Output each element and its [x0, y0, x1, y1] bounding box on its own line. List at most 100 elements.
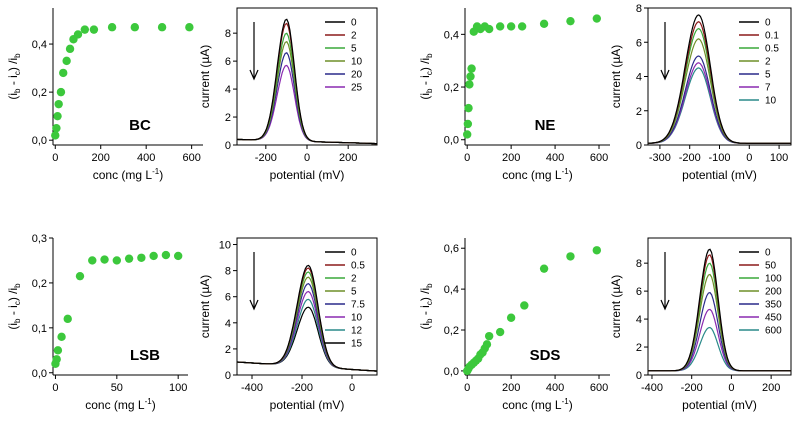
series-line — [647, 14, 791, 144]
y-axis-label: current (µA) — [198, 45, 212, 109]
y-tick-label: 2 — [636, 106, 642, 118]
data-point — [56, 87, 66, 97]
x-axis-label: conc (mg L-1) — [502, 167, 572, 182]
data-point — [54, 99, 63, 109]
condition-label: NE — [535, 117, 556, 134]
x-tick-label: 0 — [304, 152, 310, 164]
series-line — [236, 264, 378, 372]
y-tick-label: 0,4 — [444, 29, 459, 41]
y-tick-label: 0,1 — [32, 323, 47, 335]
y-tick-label: 0,2 — [32, 87, 47, 99]
plot-frame — [647, 237, 792, 376]
x-tick-label: 200 — [502, 152, 520, 164]
data-point — [130, 23, 140, 32]
x-tick-label: 600 — [590, 382, 608, 394]
x-tick-label: -400 — [641, 382, 663, 394]
y-tick-label: 6 — [636, 37, 642, 49]
legend-label: 7 — [765, 83, 771, 94]
data-point — [75, 271, 85, 281]
data-point — [57, 332, 66, 342]
x-tick-label: 200 — [92, 152, 110, 164]
legend-label: 2 — [351, 274, 357, 285]
decrease-arrow-head — [249, 69, 259, 81]
condition-label: SDS — [530, 347, 561, 364]
y-tick-label: 0 — [225, 140, 231, 152]
x-tick-label: 0 — [52, 382, 58, 394]
legend-label: 25 — [351, 83, 363, 94]
x-tick-label: 50 — [111, 382, 123, 394]
x-axis-label: potential (mV) — [270, 168, 345, 182]
x-tick-label: 0 — [349, 382, 355, 394]
legend-label: 100 — [765, 274, 782, 285]
y-tick-label: 6 — [225, 292, 231, 304]
y-axis-label: (ib - ic) /ib — [418, 53, 434, 100]
y-tick-label: 8 — [636, 3, 642, 15]
x-tick-label: -200 — [679, 152, 701, 164]
x-axis-label: potential (mV) — [682, 398, 757, 412]
condition-label: LSB — [130, 347, 160, 364]
y-tick-label: 6 — [225, 56, 231, 68]
x-tick-label: 600 — [590, 152, 608, 164]
data-point — [506, 313, 516, 322]
data-point — [520, 301, 529, 310]
chart-bc-voltammogram: -200 0 200 0 2 4 6 8 potential (mV) current (µA) 0… — [198, 7, 378, 182]
chart-sds-ratio: 0 200 400 600 0,0 0,2 0,4 0,6 conc (mg L-1) (ib -… — [418, 238, 610, 412]
y-tick-label: 6 — [636, 286, 642, 298]
legend-label: 12 — [351, 326, 363, 337]
series-line — [648, 248, 791, 372]
x-tick-label: 400 — [137, 152, 155, 164]
y-axis-label: current (µA) — [198, 275, 212, 339]
x-tick-label: 200 — [502, 382, 520, 394]
legend-label: 5 — [765, 70, 771, 81]
y-tick-label: 8 — [225, 28, 231, 40]
y-axis-label: (ib - ic) /ib — [418, 283, 434, 330]
y-tick-label: 0,4 — [32, 39, 47, 51]
data-point — [484, 331, 494, 341]
data-point — [463, 119, 473, 129]
data-point — [161, 250, 171, 260]
y-tick-label: 2 — [225, 344, 231, 356]
y-tick-label: 0 — [636, 140, 642, 152]
legend-label: 50 — [765, 261, 777, 272]
data-point — [185, 23, 194, 32]
data-point — [467, 64, 476, 73]
data-point — [539, 264, 549, 273]
legend-label: 0.5 — [765, 44, 779, 55]
data-point — [89, 25, 99, 34]
data-point — [107, 23, 117, 32]
x-tick-label: -200 — [681, 382, 703, 394]
x-tick-label: 400 — [546, 382, 564, 394]
data-point — [62, 56, 71, 66]
legend-label: 0 — [351, 248, 357, 259]
decrease-arrow-head — [660, 299, 670, 311]
y-tick-label: 0,0 — [32, 368, 47, 380]
legend-label: 7.5 — [351, 300, 365, 311]
y-tick-label: 4 — [225, 318, 231, 330]
decrease-arrow-head — [249, 299, 259, 311]
x-tick-label: -200 — [255, 152, 277, 164]
legend-label: 20 — [351, 70, 363, 81]
x-axis-label: potential (mV) — [682, 168, 757, 182]
data-point — [517, 22, 527, 31]
data-point — [566, 16, 575, 26]
x-tick-label: 0 — [464, 382, 470, 394]
y-tick-label: 8 — [636, 258, 642, 270]
legend-label: 450 — [765, 313, 782, 324]
y-axis-label: current (µA) — [609, 275, 623, 339]
condition-label: BC — [129, 117, 151, 134]
data-point — [482, 340, 492, 349]
legend-label: 5 — [351, 44, 357, 55]
data-point — [137, 253, 146, 262]
y-tick-label: 0,0 — [444, 135, 459, 147]
data-point — [63, 314, 72, 324]
data-point — [495, 22, 505, 31]
data-point — [466, 72, 475, 81]
data-point — [506, 22, 516, 31]
y-tick-label: 0,2 — [32, 278, 47, 290]
x-tick-label: -200 — [291, 382, 313, 394]
y-tick-label: 0,2 — [444, 82, 459, 94]
data-point — [592, 246, 602, 255]
x-tick-label: 0 — [52, 152, 58, 164]
chart-lsb-ratio: 0 50 100 0,0 0,1 0,2 0,3 conc (mg L-1) (ib - ic)… — [6, 233, 188, 412]
